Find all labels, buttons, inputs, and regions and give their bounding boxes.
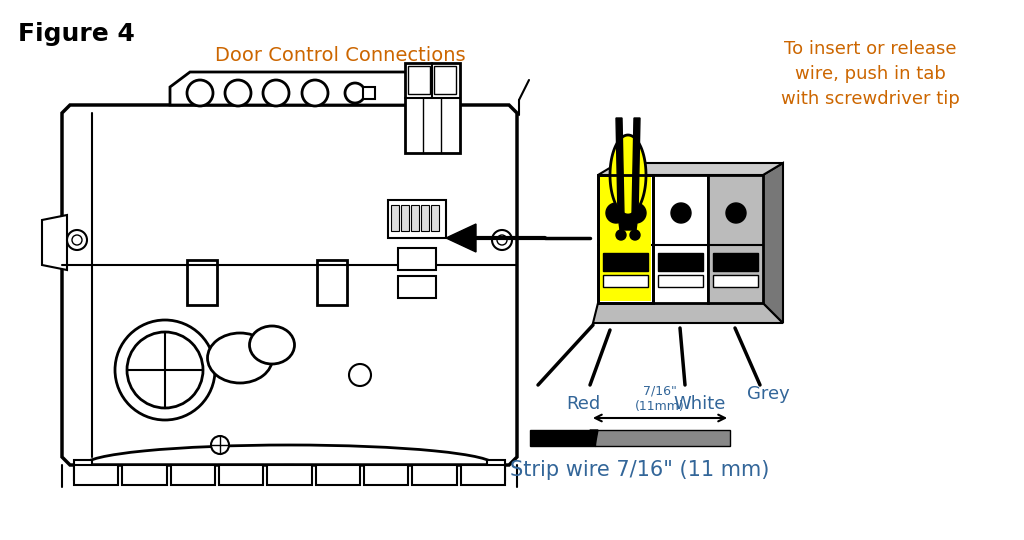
Bar: [421, 205, 429, 231]
Circle shape: [345, 83, 365, 103]
Bar: [598, 175, 653, 303]
Bar: [398, 248, 436, 270]
Circle shape: [127, 332, 203, 408]
Bar: [219, 465, 263, 485]
Bar: [600, 177, 651, 301]
Bar: [187, 260, 217, 305]
Bar: [398, 276, 436, 298]
Polygon shape: [598, 163, 783, 175]
Circle shape: [626, 203, 646, 223]
Circle shape: [187, 80, 213, 106]
Bar: [653, 175, 708, 303]
Bar: [317, 260, 347, 305]
Text: Figure 4: Figure 4: [18, 22, 135, 46]
Circle shape: [671, 203, 691, 223]
Bar: [487, 460, 505, 480]
Circle shape: [616, 230, 626, 240]
Bar: [401, 205, 409, 231]
Bar: [267, 465, 311, 485]
Bar: [391, 205, 399, 231]
Circle shape: [302, 80, 328, 106]
Text: To insert or release
wire, push in tab
with screwdriver tip: To insert or release wire, push in tab w…: [780, 40, 959, 108]
Bar: [595, 430, 730, 446]
Bar: [708, 175, 763, 303]
Bar: [530, 430, 595, 446]
Bar: [603, 253, 648, 271]
Circle shape: [225, 80, 251, 106]
Circle shape: [67, 230, 87, 250]
Bar: [406, 63, 460, 153]
Polygon shape: [610, 135, 646, 215]
Circle shape: [72, 235, 82, 245]
Bar: [171, 465, 215, 485]
Bar: [413, 465, 457, 485]
Bar: [713, 275, 758, 287]
Polygon shape: [42, 215, 67, 270]
Bar: [434, 66, 456, 94]
Circle shape: [492, 230, 512, 250]
Bar: [713, 253, 758, 271]
Circle shape: [115, 320, 215, 420]
Polygon shape: [618, 215, 638, 230]
Text: Strip wire 7/16" (11 mm): Strip wire 7/16" (11 mm): [510, 460, 770, 480]
Circle shape: [497, 235, 507, 245]
Polygon shape: [62, 105, 517, 465]
Bar: [362, 87, 375, 99]
Bar: [408, 66, 430, 94]
Text: Red: Red: [566, 395, 600, 413]
Polygon shape: [763, 163, 783, 323]
Bar: [364, 465, 409, 485]
Ellipse shape: [250, 326, 295, 364]
Polygon shape: [590, 430, 598, 446]
Bar: [461, 465, 505, 485]
Circle shape: [726, 203, 746, 223]
Circle shape: [349, 364, 371, 386]
Bar: [658, 275, 703, 287]
Bar: [315, 465, 360, 485]
Polygon shape: [632, 118, 640, 215]
Bar: [285, 465, 293, 473]
Polygon shape: [446, 224, 476, 252]
Bar: [603, 275, 648, 287]
Circle shape: [630, 230, 640, 240]
Bar: [122, 465, 167, 485]
Bar: [74, 465, 119, 485]
Text: Door Control Connections: Door Control Connections: [215, 46, 465, 65]
Polygon shape: [170, 72, 425, 105]
Text: 7/16"
(11mm): 7/16" (11mm): [635, 385, 685, 413]
Polygon shape: [593, 303, 783, 323]
Text: Grey: Grey: [746, 385, 790, 403]
Bar: [598, 175, 653, 303]
Circle shape: [211, 436, 229, 454]
Circle shape: [263, 80, 289, 106]
Ellipse shape: [208, 333, 272, 383]
Bar: [411, 205, 419, 231]
Polygon shape: [616, 118, 624, 215]
Text: White: White: [674, 395, 726, 413]
Bar: [658, 253, 703, 271]
Bar: [388, 200, 446, 238]
Bar: [431, 205, 439, 231]
Bar: [74, 460, 92, 480]
Circle shape: [606, 203, 626, 223]
